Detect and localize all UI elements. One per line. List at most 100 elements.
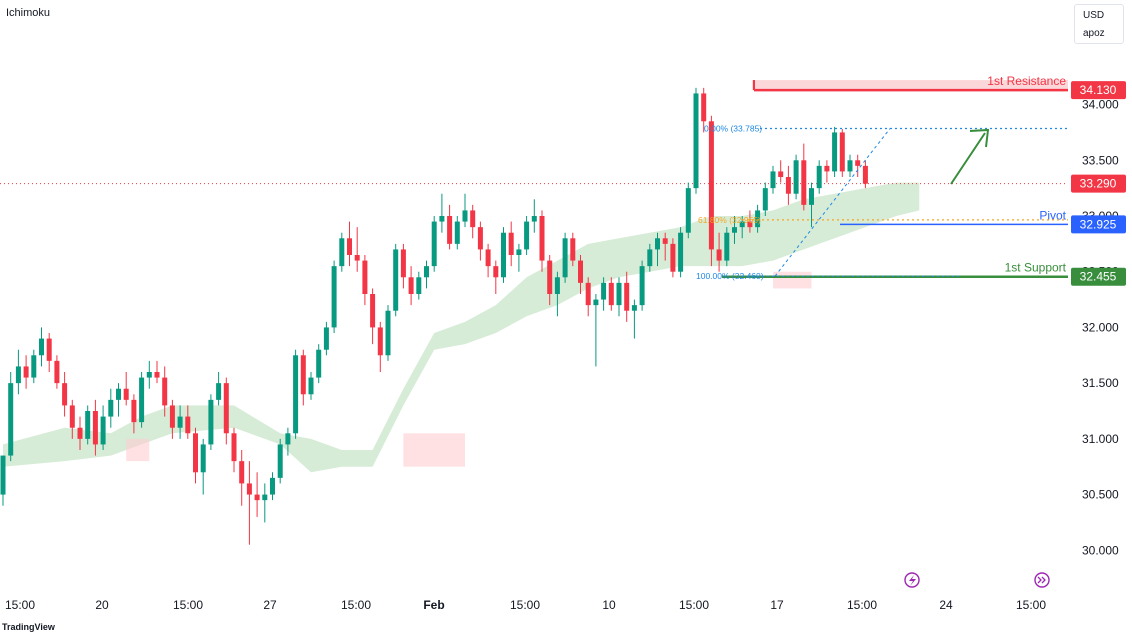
candle bbox=[670, 238, 676, 278]
x-tick-label: 15:00 bbox=[679, 598, 709, 612]
candle bbox=[177, 405, 183, 439]
resistance-price-tag: 34.130 bbox=[1071, 81, 1126, 100]
candle-body bbox=[239, 461, 245, 484]
fib-label: 61.80% (32.965) bbox=[698, 215, 761, 225]
candle-body bbox=[377, 327, 383, 356]
candle bbox=[585, 277, 591, 317]
candle-body bbox=[92, 411, 98, 445]
candle-body bbox=[362, 260, 368, 294]
candle-body bbox=[0, 455, 6, 495]
kumo-bear-patch bbox=[773, 271, 812, 289]
candle-body bbox=[177, 416, 183, 428]
candle-body bbox=[547, 260, 553, 294]
resistance-price-tag-bg bbox=[1071, 81, 1126, 100]
x-tick-label: 17 bbox=[770, 598, 784, 612]
x-tick-label: 10 bbox=[602, 598, 616, 612]
candle-body bbox=[270, 477, 275, 495]
candle-body bbox=[462, 210, 468, 222]
candle bbox=[824, 160, 830, 183]
candle bbox=[339, 232, 345, 272]
candle bbox=[293, 349, 299, 439]
forward-icon-ring bbox=[1034, 572, 1050, 588]
candle-body bbox=[62, 383, 68, 406]
candle bbox=[547, 255, 553, 306]
candle-body bbox=[370, 294, 376, 328]
forward-arrow-icon[interactable] bbox=[1034, 572, 1050, 588]
candle bbox=[470, 204, 476, 239]
candle-body bbox=[108, 399, 114, 417]
candle-body bbox=[254, 494, 260, 501]
kumo-bear-patch bbox=[126, 438, 150, 462]
candle bbox=[431, 216, 437, 272]
lightning-icon-bolt bbox=[909, 575, 916, 586]
y-tick-label: 31.500 bbox=[1082, 376, 1119, 390]
candle-body bbox=[424, 266, 429, 278]
candle-body bbox=[539, 216, 545, 261]
candle-body bbox=[516, 249, 522, 255]
candle bbox=[154, 360, 160, 384]
candle-body bbox=[146, 372, 152, 378]
candle bbox=[31, 349, 37, 384]
candle-body bbox=[431, 221, 437, 267]
candle bbox=[662, 232, 668, 261]
candle bbox=[539, 210, 545, 272]
candle bbox=[377, 321, 383, 372]
candle-body bbox=[824, 165, 830, 172]
candle bbox=[46, 333, 52, 372]
y-tick-label: 31.000 bbox=[1082, 432, 1119, 446]
candle-body bbox=[762, 188, 768, 211]
candle bbox=[316, 344, 322, 384]
candle-body bbox=[662, 238, 668, 244]
candle-body bbox=[85, 411, 91, 439]
x-tick-label: 15:00 bbox=[5, 598, 35, 612]
candle bbox=[493, 260, 499, 294]
candle-body bbox=[23, 366, 29, 378]
candle bbox=[146, 360, 152, 389]
candle bbox=[570, 232, 576, 267]
candle-body bbox=[862, 165, 868, 184]
candle bbox=[385, 305, 391, 361]
candle bbox=[216, 372, 222, 406]
candle-body bbox=[847, 160, 853, 172]
candle-body bbox=[601, 282, 607, 300]
candle-body bbox=[531, 216, 537, 222]
candle bbox=[755, 204, 761, 233]
candle bbox=[839, 129, 845, 177]
candle bbox=[277, 438, 283, 484]
candle-body bbox=[285, 433, 291, 445]
fib-label: 100.00% (32.460) bbox=[696, 271, 764, 281]
candle-body bbox=[262, 494, 268, 501]
candle-body bbox=[647, 249, 653, 267]
candle bbox=[400, 243, 406, 289]
candle bbox=[508, 221, 514, 267]
candle bbox=[416, 271, 422, 300]
candle bbox=[485, 243, 491, 278]
candle-body bbox=[785, 177, 791, 194]
currency-selector[interactable]: USD apoz bbox=[1074, 4, 1124, 44]
candle bbox=[655, 232, 660, 267]
candle-body bbox=[562, 238, 568, 278]
candle-body bbox=[208, 399, 214, 445]
annotations: 1st Resistance Pivot 1st Support 0.00% (33.… bbox=[696, 74, 1068, 588]
candle bbox=[793, 154, 799, 200]
candle-body bbox=[246, 483, 252, 495]
candle-body bbox=[54, 360, 60, 384]
candle-body bbox=[8, 383, 14, 456]
lightning-icon[interactable] bbox=[904, 572, 920, 588]
candle bbox=[701, 87, 707, 133]
candle bbox=[239, 450, 245, 506]
candle-body bbox=[616, 282, 622, 306]
x-tick-label: 20 bbox=[95, 598, 109, 612]
candle-body bbox=[816, 165, 822, 189]
forward-icon-chevrons bbox=[1037, 576, 1046, 584]
x-tick-label: 15:00 bbox=[847, 598, 877, 612]
unit-label: apoz bbox=[1083, 28, 1105, 39]
candle bbox=[223, 377, 229, 445]
candle-body bbox=[231, 433, 237, 462]
x-tick-label: 24 bbox=[939, 598, 953, 612]
candles bbox=[0, 87, 868, 545]
candle bbox=[801, 143, 807, 211]
candle-body bbox=[347, 238, 352, 255]
candle-body bbox=[100, 416, 106, 445]
